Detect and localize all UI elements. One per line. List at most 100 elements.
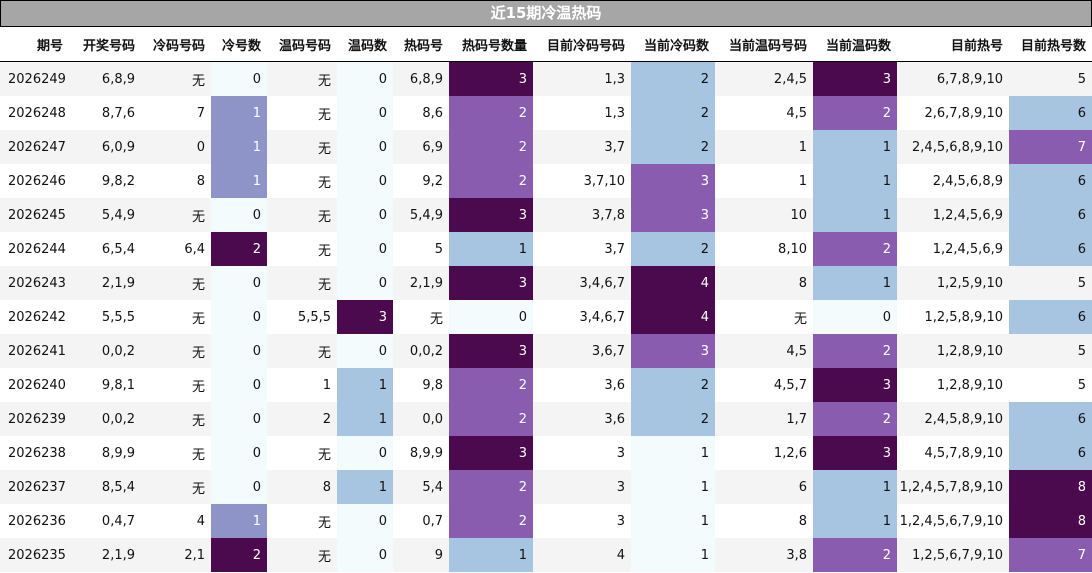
table-cell[interactable]: 无 <box>267 266 337 300</box>
table-cell[interactable]: 2 <box>813 334 897 368</box>
table-cell[interactable]: 无 <box>141 334 211 368</box>
table-cell[interactable]: 4 <box>631 300 715 334</box>
col-header-hot-numbers[interactable]: 热码号 <box>393 27 449 62</box>
table-cell[interactable]: 无 <box>141 402 211 436</box>
table-cell[interactable]: 2,1,9 <box>69 266 141 300</box>
table-cell[interactable]: 1 <box>813 266 897 300</box>
table-cell[interactable]: 0 <box>337 504 393 538</box>
table-cell[interactable]: 1,2,4,5,6,7,9,10 <box>897 504 1009 538</box>
table-cell[interactable]: 无 <box>715 300 813 334</box>
table-cell[interactable]: 3 <box>813 436 897 470</box>
table-cell[interactable]: 3,8 <box>715 538 813 572</box>
table-cell[interactable]: 无 <box>393 300 449 334</box>
table-cell[interactable]: 5,4,9 <box>393 198 449 232</box>
table-cell[interactable]: 0 <box>337 164 393 198</box>
table-cell[interactable]: 6 <box>1009 164 1092 198</box>
table-cell[interactable]: 0 <box>337 61 393 96</box>
table-cell[interactable]: 0 <box>211 334 267 368</box>
table-cell[interactable]: 2 <box>449 368 533 402</box>
table-cell[interactable]: 1,2,8,9,10 <box>897 368 1009 402</box>
table-cell[interactable]: 2 <box>813 96 897 130</box>
table-cell[interactable]: 5,4 <box>393 470 449 504</box>
table-cell[interactable]: 2026247 <box>0 130 69 164</box>
table-cell[interactable]: 0 <box>211 61 267 96</box>
table-cell[interactable]: 0 <box>211 300 267 334</box>
table-cell[interactable]: 1 <box>631 470 715 504</box>
table-cell[interactable]: 6 <box>1009 198 1092 232</box>
table-cell[interactable]: 0 <box>813 300 897 334</box>
col-header-current-warm-numbers[interactable]: 当前温码号码 <box>715 27 813 62</box>
table-cell[interactable]: 1 <box>449 538 533 572</box>
table-cell[interactable]: 1 <box>211 504 267 538</box>
table-cell[interactable]: 2 <box>211 232 267 266</box>
table-cell[interactable]: 0 <box>211 266 267 300</box>
table-cell[interactable]: 0,7 <box>393 504 449 538</box>
table-cell[interactable]: 2 <box>449 96 533 130</box>
table-cell[interactable]: 无 <box>267 232 337 266</box>
table-cell[interactable]: 1 <box>211 130 267 164</box>
table-cell[interactable]: 3 <box>449 61 533 96</box>
table-cell[interactable]: 1 <box>337 470 393 504</box>
table-cell[interactable]: 8,7,6 <box>69 96 141 130</box>
table-cell[interactable]: 6 <box>1009 436 1092 470</box>
table-cell[interactable]: 2,4,5 <box>715 61 813 96</box>
col-header-cold-numbers[interactable]: 冷码号码 <box>141 27 211 62</box>
table-cell[interactable]: 8 <box>715 266 813 300</box>
table-cell[interactable]: 1,2,4,5,6,9 <box>897 232 1009 266</box>
table-cell[interactable]: 2,4,5,6,8,9,10 <box>897 130 1009 164</box>
table-cell[interactable]: 1,3 <box>533 61 631 96</box>
table-cell[interactable]: 0 <box>337 96 393 130</box>
table-cell[interactable]: 8 <box>1009 470 1092 504</box>
table-cell[interactable]: 2026243 <box>0 266 69 300</box>
table-cell[interactable]: 4,5 <box>715 96 813 130</box>
table-cell[interactable]: 0 <box>211 368 267 402</box>
col-header-warm-numbers[interactable]: 温码号码 <box>267 27 337 62</box>
table-cell[interactable]: 0 <box>337 436 393 470</box>
table-cell[interactable]: 8 <box>141 164 211 198</box>
table-cell[interactable]: 2 <box>631 61 715 96</box>
table-cell[interactable]: 9,8,2 <box>69 164 141 198</box>
table-cell[interactable]: 2 <box>449 164 533 198</box>
table-cell[interactable]: 0 <box>337 538 393 572</box>
table-cell[interactable]: 2,4,5,6,8,9 <box>897 164 1009 198</box>
table-cell[interactable]: 5 <box>1009 61 1092 96</box>
col-header-hot-count[interactable]: 热码号数量 <box>449 27 533 62</box>
table-cell[interactable]: 1 <box>337 368 393 402</box>
table-cell[interactable]: 8 <box>715 504 813 538</box>
table-cell[interactable]: 0 <box>337 130 393 164</box>
table-cell[interactable]: 2,4,5,8,9,10 <box>897 402 1009 436</box>
table-cell[interactable]: 4,5 <box>715 334 813 368</box>
table-cell[interactable]: 0 <box>211 402 267 436</box>
table-cell[interactable]: 3,7 <box>533 130 631 164</box>
table-cell[interactable]: 5,5,5 <box>267 300 337 334</box>
table-cell[interactable]: 无 <box>267 198 337 232</box>
table-cell[interactable]: 2 <box>449 504 533 538</box>
col-header-issue[interactable]: 期号 <box>0 27 69 62</box>
table-cell[interactable]: 无 <box>267 334 337 368</box>
table-cell[interactable]: 9,8 <box>393 368 449 402</box>
table-cell[interactable]: 6 <box>1009 96 1092 130</box>
table-cell[interactable]: 1 <box>631 436 715 470</box>
table-cell[interactable]: 5 <box>1009 368 1092 402</box>
table-cell[interactable]: 无 <box>141 266 211 300</box>
table-cell[interactable]: 无 <box>267 504 337 538</box>
table-cell[interactable]: 3,7 <box>533 232 631 266</box>
table-cell[interactable]: 9 <box>393 538 449 572</box>
table-cell[interactable]: 1 <box>211 96 267 130</box>
table-cell[interactable]: 2 <box>267 402 337 436</box>
table-cell[interactable]: 6,9 <box>393 130 449 164</box>
table-cell[interactable]: 0,0 <box>393 402 449 436</box>
table-cell[interactable]: 无 <box>267 436 337 470</box>
table-cell[interactable]: 2026249 <box>0 61 69 96</box>
col-header-current-cold-numbers[interactable]: 目前冷码号码 <box>533 27 631 62</box>
table-cell[interactable]: 1 <box>211 164 267 198</box>
table-cell[interactable]: 7 <box>1009 130 1092 164</box>
table-cell[interactable]: 2 <box>631 232 715 266</box>
table-cell[interactable]: 无 <box>267 61 337 96</box>
table-cell[interactable]: 6,8,9 <box>69 61 141 96</box>
table-cell[interactable]: 1 <box>813 130 897 164</box>
table-cell[interactable]: 2 <box>813 402 897 436</box>
table-cell[interactable]: 1,2,5,8,9,10 <box>897 300 1009 334</box>
table-cell[interactable]: 4 <box>631 266 715 300</box>
table-cell[interactable]: 8,9,9 <box>393 436 449 470</box>
